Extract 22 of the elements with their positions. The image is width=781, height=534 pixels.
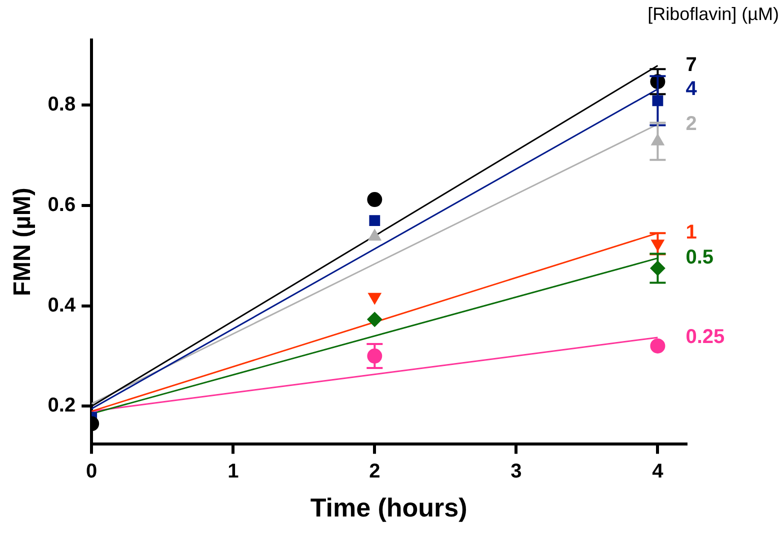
point [367, 312, 382, 327]
point [367, 192, 382, 208]
x-axis-title: Time (hours) [310, 492, 468, 523]
series-label: 0.5 [686, 246, 714, 269]
point [650, 338, 666, 354]
series-label: 2 [686, 112, 697, 135]
y-tick-label: 0.2 [48, 394, 76, 417]
series-label: 1 [686, 222, 697, 244]
y-axis-title: FMN (µM) [9, 188, 36, 296]
x-tick-label: 3 [510, 460, 522, 482]
legend-title: [Riboflavin] (µM) [648, 4, 779, 25]
x-tick-label: 0 [86, 460, 98, 482]
series-label: 4 [686, 78, 698, 100]
y-tick-label: 0.6 [48, 194, 76, 216]
series-label: 7 [686, 54, 697, 76]
x-tick-label: 4 [652, 460, 664, 482]
x-tick-label: 2 [369, 460, 380, 482]
series-label: 0.25 [686, 326, 725, 348]
point [369, 215, 380, 226]
x-tick-label: 1 [228, 460, 239, 482]
y-tick-label: 0.8 [48, 94, 76, 116]
y-tick-label: 0.4 [48, 294, 76, 316]
